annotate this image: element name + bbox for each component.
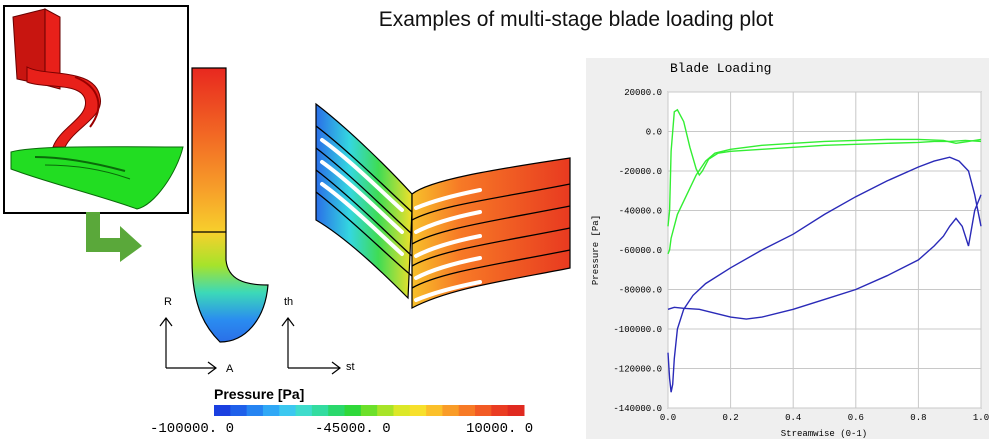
legend-swatch: [458, 405, 476, 416]
legend-swatch: [491, 405, 509, 416]
legend-swatch: [507, 405, 525, 416]
blade-to-blade-axis-th: th: [284, 296, 293, 308]
chart-svg: 0.0 0.2 0.4 0.6 0.8 1.0 20000.0 0.0 -20000.0 -400…: [591, 61, 989, 439]
legend-swatch: [393, 405, 411, 416]
meridional-axis-r: R: [164, 296, 172, 308]
chart-ytick-label: -100000.0: [613, 325, 662, 335]
chart-title: Blade Loading: [670, 61, 771, 76]
chart-ytick-label: -40000.0: [619, 207, 662, 217]
chart-xtick-label: 1.0: [973, 413, 989, 423]
legend-title: Pressure [Pa]: [214, 386, 304, 402]
legend-swatch: [279, 405, 297, 416]
right-turn-arrow-icon: [86, 212, 142, 262]
meridional-axis-a: A: [226, 363, 234, 375]
contour-views: R A th st Pressure [Pa] -100000. 0: [150, 67, 571, 437]
chart-series-line-4: [667, 194, 982, 320]
turbine-model-image: [3, 5, 189, 214]
legend-color-bar: [214, 405, 525, 416]
chart-xtick-label: 0.6: [848, 413, 864, 423]
legend-swatch: [377, 405, 394, 416]
legend-swatch: [214, 405, 231, 416]
legend-swatch: [262, 405, 280, 416]
chart-ytick-label: -120000.0: [613, 365, 662, 375]
chart-xtick-label: 0.8: [910, 413, 926, 423]
legend-swatch: [442, 405, 460, 416]
legend-swatch: [426, 405, 443, 416]
legend-swatch: [246, 405, 264, 416]
chart-ytick-label: -80000.0: [619, 286, 662, 296]
legend-mid-label: -45000. 0: [315, 421, 391, 437]
turbine-model-icon: [10, 8, 184, 210]
legend-swatch: [311, 405, 329, 416]
blade-to-blade-axis-st: st: [346, 361, 355, 373]
legend-swatch: [230, 405, 248, 416]
legend-swatch: [409, 405, 427, 416]
legend-swatch: [360, 405, 378, 416]
legend-swatch: [344, 405, 362, 416]
blade-loading-chart: 0.0 0.2 0.4 0.6 0.8 1.0 20000.0 0.0 -20000.0 -400…: [586, 58, 989, 439]
chart-ytick-label: -60000.0: [619, 246, 662, 256]
chart-series-line-2: [667, 138, 982, 255]
chart-ytick-label: -20000.0: [619, 167, 662, 177]
legend-swatch: [295, 405, 313, 416]
chart-xtick-label: 0.0: [660, 413, 676, 423]
blade-to-blade-axes: [281, 317, 341, 375]
chart-series-line-3: [667, 156, 982, 393]
chart-ytick-label: -140000.0: [613, 404, 662, 414]
slide-title: Examples of multi-stage blade loading pl…: [378, 8, 774, 31]
legend-max-label: 10000. 0: [466, 421, 533, 437]
chart-xlabel: Streamwise (0-1): [781, 429, 867, 439]
legend-min-label: -100000. 0: [150, 421, 234, 437]
chart-series-line-1: [667, 108, 982, 227]
meridional-axes: [159, 317, 217, 375]
chart-xtick-label: 0.4: [785, 413, 801, 423]
chart-ytick-label: 0.0: [646, 128, 662, 138]
legend-swatch: [475, 405, 492, 416]
chart-ylabel: Pressure [Pa]: [591, 215, 601, 285]
chart-ytick-label: 20000.0: [624, 88, 662, 98]
legend-swatch: [328, 405, 346, 416]
chart-xtick-label: 0.2: [722, 413, 738, 423]
